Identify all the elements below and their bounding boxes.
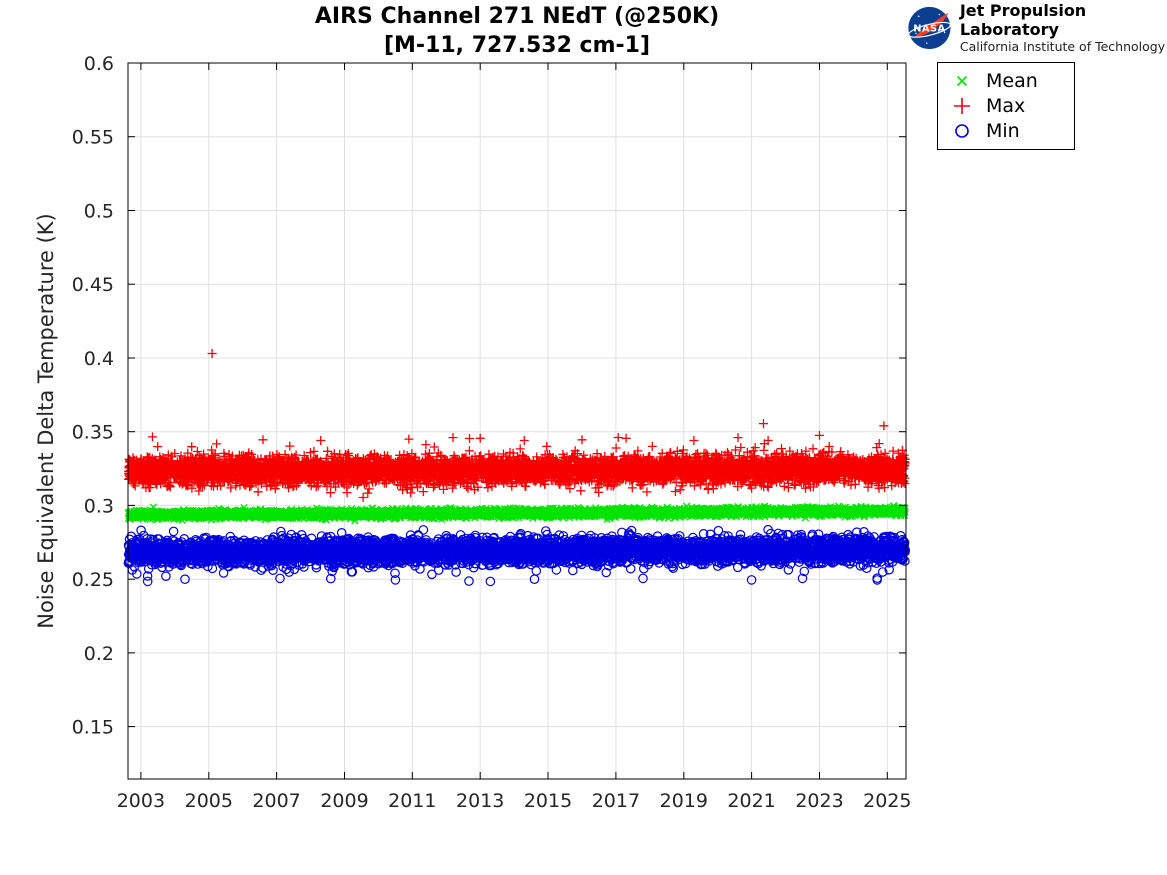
x-tick-label: 2009 [320,790,368,812]
y-tick-label: 0.4 [84,348,114,370]
y-tick-label: 0.25 [72,569,114,591]
x-tick-label: 2025 [863,790,911,812]
mean-marker-icon [938,70,986,92]
axes-box [127,62,907,780]
org-name: Jet Propulsion Laboratory [959,1,1087,39]
legend-label-min: Min [986,120,1020,143]
x-tick-label: 2003 [117,790,165,812]
y-tick-label: 0.3 [84,495,114,517]
nasa-logo-text: NASA [913,23,945,34]
x-tick-label: 2005 [185,790,233,812]
max-series-points [123,349,910,502]
chart-subtitle: [M-11, 727.532 cm-1] [383,33,651,58]
x-tick-label: 2015 [524,790,572,812]
y-axis-label: Noise Equivalent Delta Temperature (K) [34,213,58,629]
y-tick-label: 0.2 [84,643,114,665]
chart-title: AIRS Channel 271 NEdT (@250K) [314,4,720,29]
y-tick-label: 0.15 [72,717,114,739]
x-tick-label: 2007 [252,790,300,812]
gridlines [128,62,906,779]
y-tick-label: 0.55 [72,127,114,149]
legend-label-mean: Mean [986,69,1038,92]
y-tick-label: 0.6 [84,53,114,75]
legend-label-max: Max [986,94,1026,117]
legend-item-mean: Mean [938,68,1074,93]
x-tick-label: 2013 [456,790,504,812]
x-tick-label: 2023 [795,790,843,812]
nasa-logo-icon: NASA [907,6,951,49]
axis-ticks [128,62,906,779]
x-tick-label: 2017 [592,790,640,812]
min-series-points [123,524,911,587]
y-tick-label: 0.45 [72,274,114,296]
org-subtitle: California Institute of Technology [959,39,1166,54]
legend-item-min: Min [938,119,1074,144]
max-marker-icon [938,95,986,117]
data-points-layer [123,349,911,587]
min-marker-icon [938,120,986,142]
x-tick-label: 2021 [727,790,775,812]
tick-labels: 2003 2005 2007 2009 2011 2013 2015 2017 2019 2021… [72,53,912,812]
chart-title-block: AIRS Channel 271 NEdT (@250K) [M-11, 727… [128,2,906,60]
y-tick-label: 0.35 [72,422,114,444]
y-tick-label: 0.5 [84,201,114,223]
legend: Mean Max Min [937,62,1075,150]
x-tick-label: 2019 [660,790,708,812]
branding-text: Jet Propulsion Laboratory California Ins… [960,1,1167,54]
legend-item-max: Max [938,93,1074,118]
x-tick-label: 2011 [388,790,436,812]
branding-header: NASA Jet Propulsion Laboratory Californi… [907,1,1167,54]
